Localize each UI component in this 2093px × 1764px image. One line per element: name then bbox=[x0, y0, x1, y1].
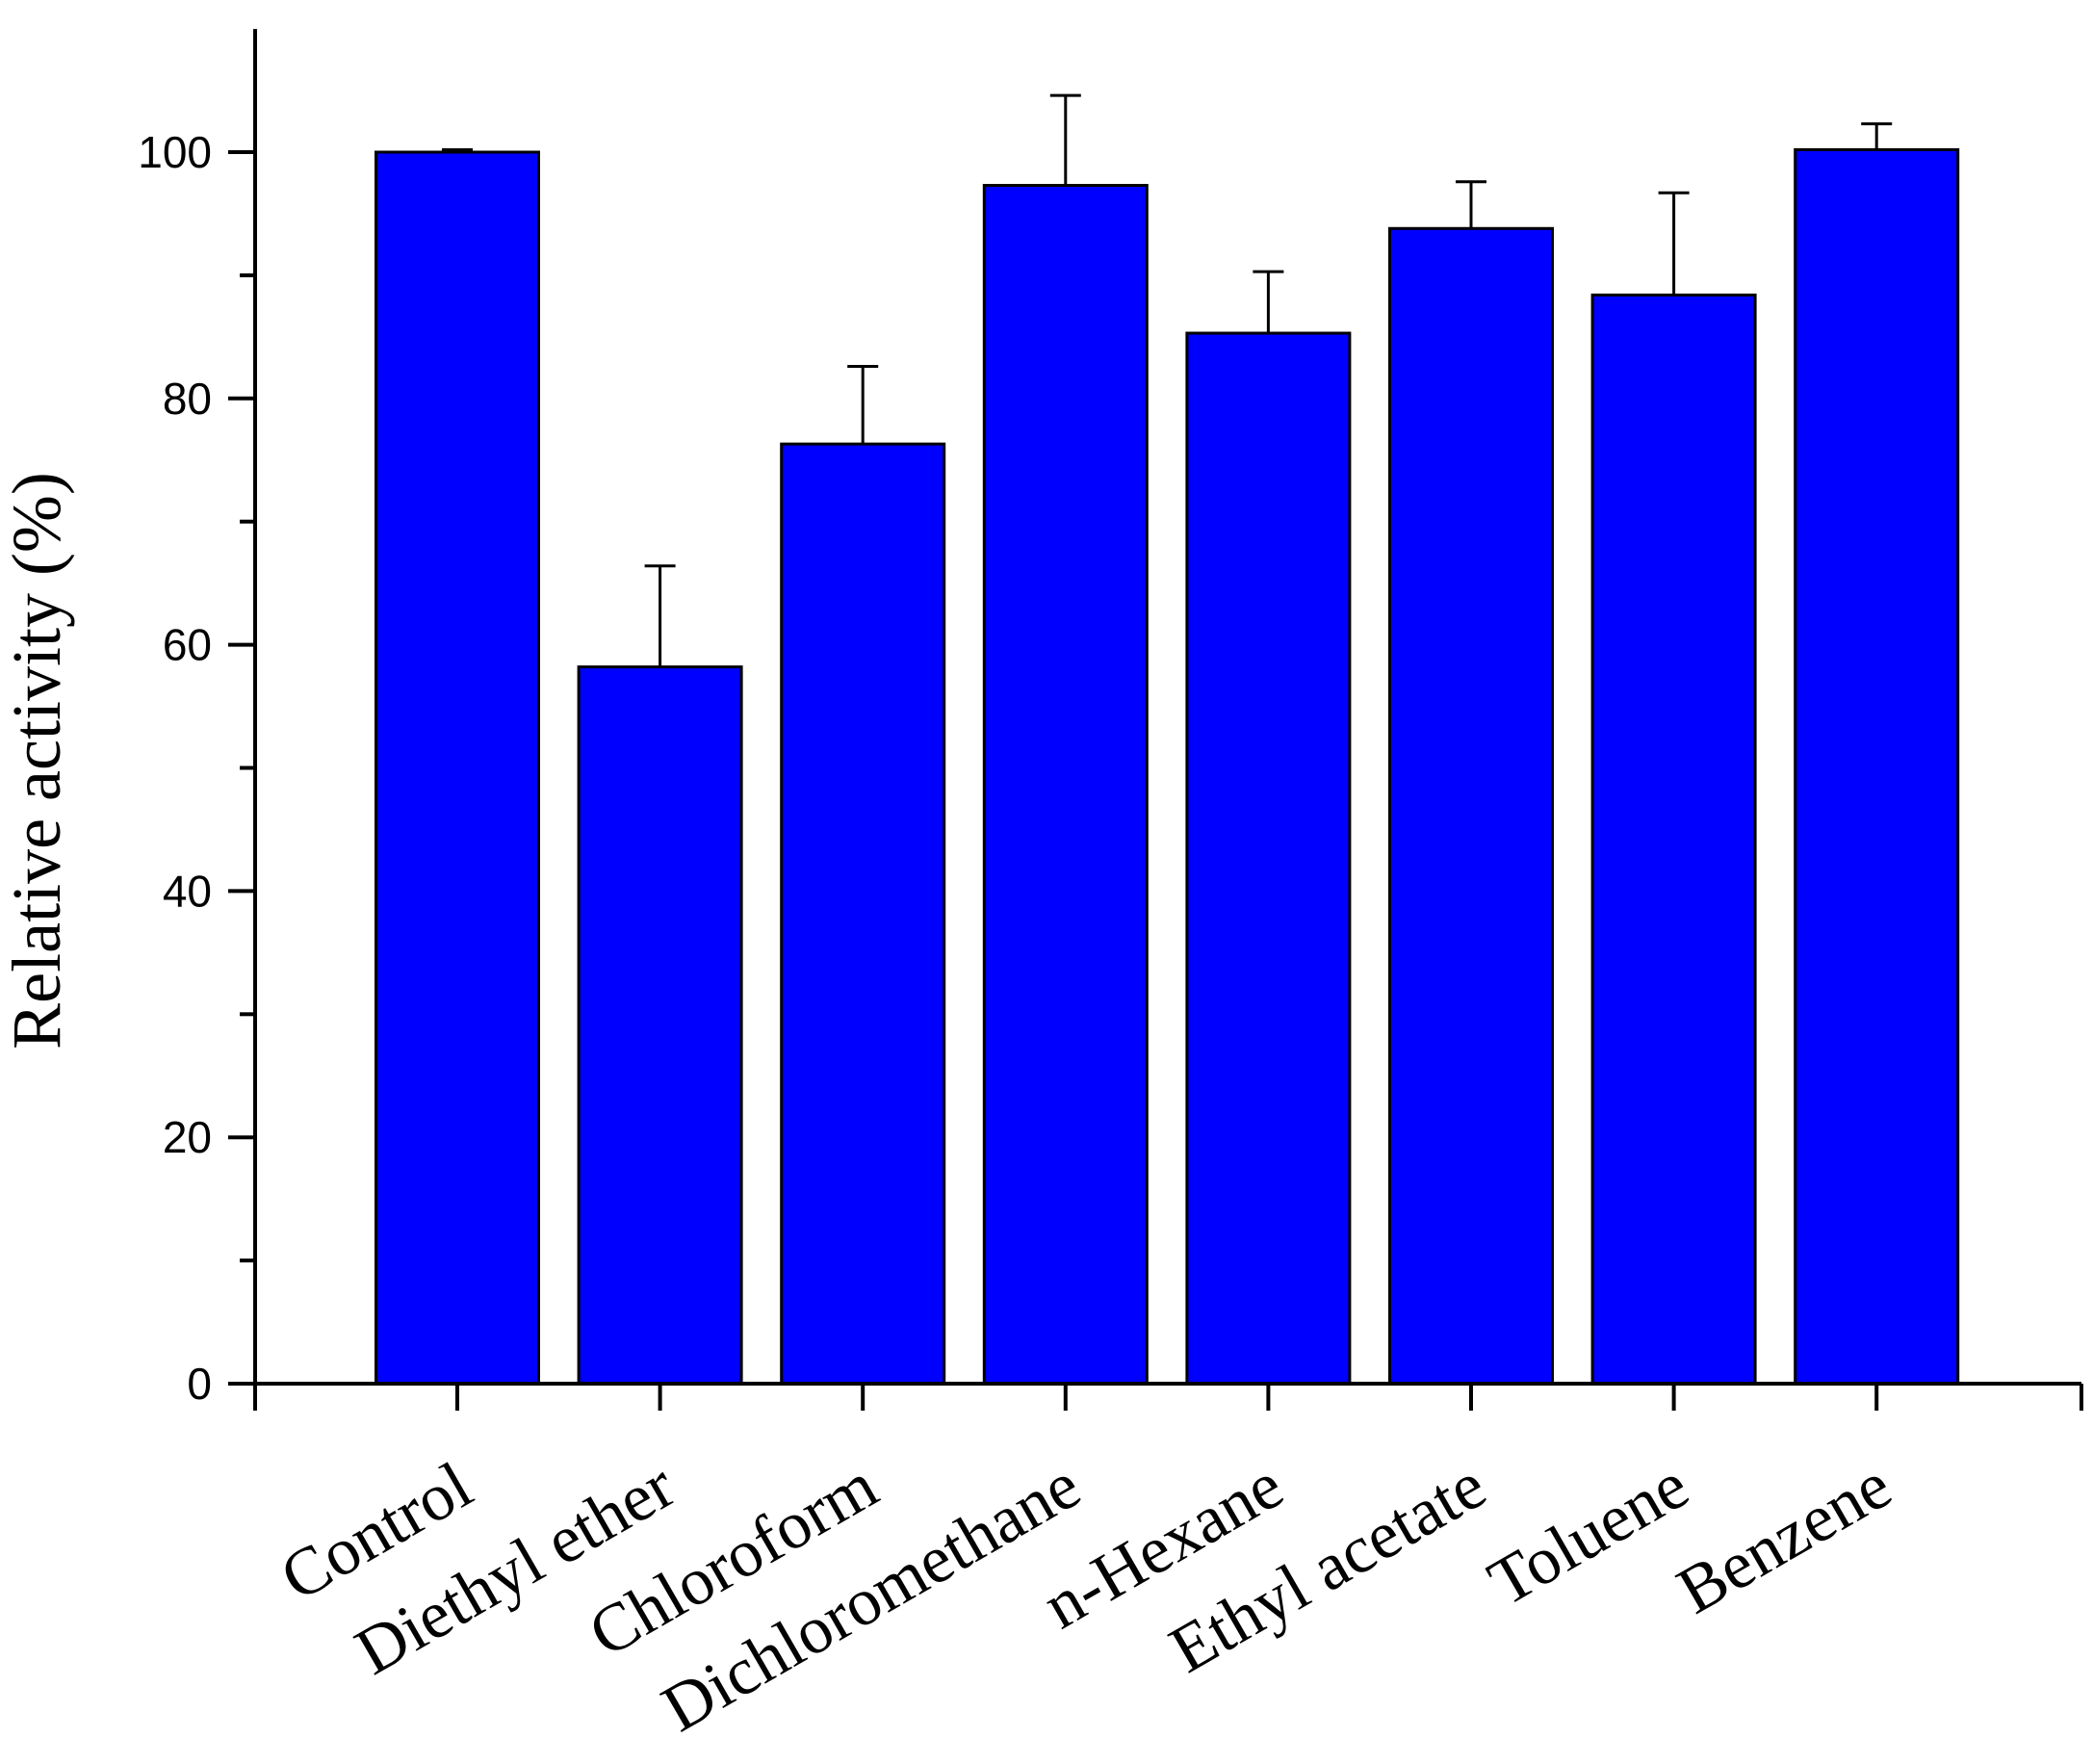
y-tick-label-40: 40 bbox=[163, 866, 212, 916]
y-tick-label-80: 80 bbox=[163, 374, 212, 424]
y-axis-title: Relative activity (%) bbox=[0, 472, 75, 1050]
y-tick-label-0: 0 bbox=[187, 1359, 212, 1409]
bar-6 bbox=[1590, 293, 1757, 1386]
bar-5 bbox=[1388, 226, 1554, 1386]
bar-1 bbox=[577, 665, 743, 1386]
y-tick-label-20: 20 bbox=[163, 1112, 212, 1162]
y-tick-label-100: 100 bbox=[138, 127, 212, 177]
bar-2 bbox=[780, 442, 946, 1386]
y-axis: 0 20 40 60 80 100 bbox=[138, 29, 257, 1409]
bar-4 bbox=[1185, 331, 1352, 1386]
y-tick-label-60: 60 bbox=[163, 620, 212, 670]
bar-3 bbox=[982, 184, 1149, 1386]
bars-group bbox=[375, 147, 1960, 1386]
x-tick-label-7: Benzene bbox=[1666, 1448, 1903, 1628]
error-bars-group bbox=[442, 93, 1893, 667]
bar-0 bbox=[375, 150, 540, 1386]
bar-7 bbox=[1794, 147, 1960, 1386]
x-tick-label-6: Toluene bbox=[1477, 1448, 1701, 1621]
